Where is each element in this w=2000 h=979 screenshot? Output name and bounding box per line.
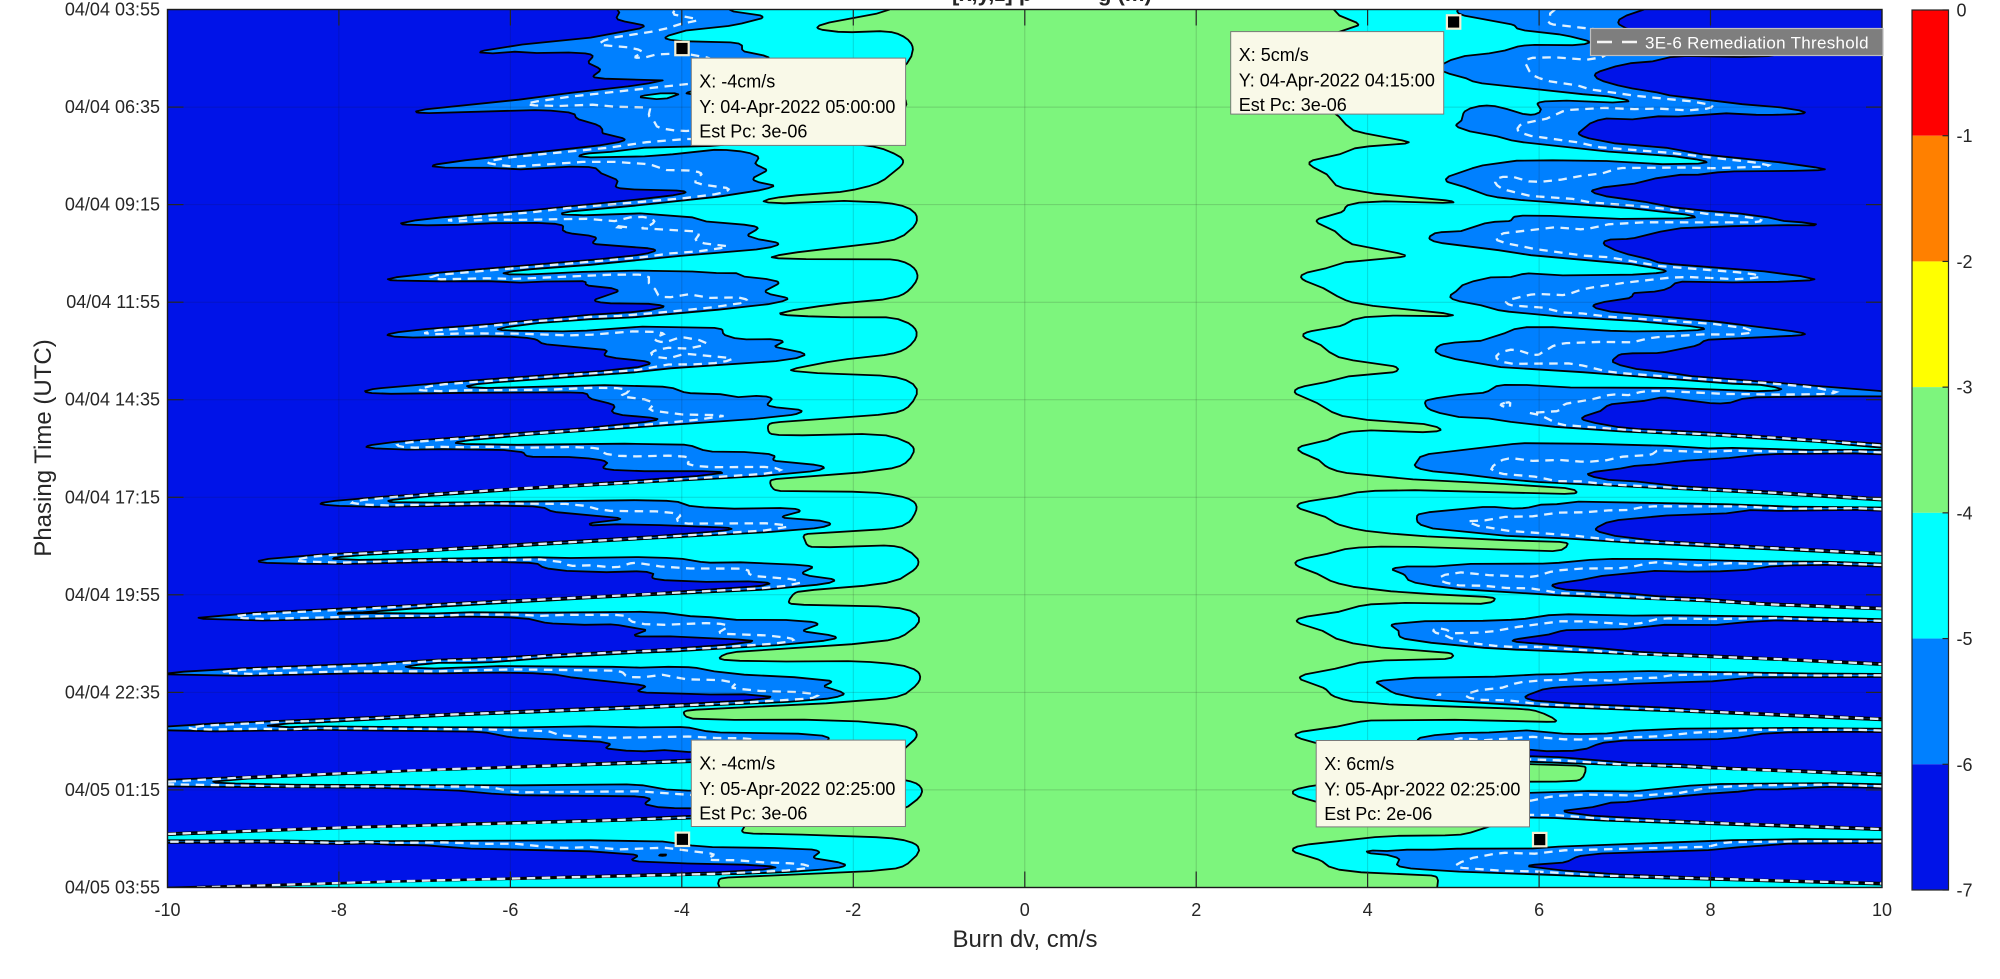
svg-text:2: 2 [1191,900,1201,920]
svg-text:-4: -4 [1957,503,1973,523]
svg-text:-6: -6 [1957,755,1973,775]
svg-text:Y: 05-Apr-2022 02:25:00: Y: 05-Apr-2022 02:25:00 [1324,780,1520,800]
svg-text:-6: -6 [502,900,518,920]
svg-text:Y: 04-Apr-2022 04:15:00: Y: 04-Apr-2022 04:15:00 [1239,71,1435,91]
svg-text:X: -4cm/s: X: -4cm/s [699,754,775,774]
svg-text:-10: -10 [154,900,180,920]
svg-text:4: 4 [1363,900,1373,920]
svg-text:-8: -8 [331,900,347,920]
svg-text:X: -4cm/s: X: -4cm/s [699,72,775,92]
svg-text:0: 0 [1957,1,1967,21]
svg-text:Est Pc: 2e-06: Est Pc: 2e-06 [1324,804,1432,824]
svg-text:Est Pc: 3e-06: Est Pc: 3e-06 [1239,95,1347,115]
svg-text:Phasing Time (UTC): Phasing Time (UTC) [30,339,57,556]
svg-text:04/04 22:35: 04/04 22:35 [65,682,160,702]
svg-text:g (m): g (m) [1098,0,1152,6]
svg-text:X: 6cm/s: X: 6cm/s [1324,754,1394,774]
svg-text:-2: -2 [845,900,861,920]
svg-text:-2: -2 [1957,252,1973,272]
svg-text:04/04 11:55: 04/04 11:55 [66,292,160,312]
svg-text:10: 10 [1872,900,1892,920]
svg-text:04/05 03:55: 04/05 03:55 [65,878,160,898]
svg-text:X: 5cm/s: X: 5cm/s [1239,45,1309,65]
svg-text:3E-6 Remediation Threshold: 3E-6 Remediation Threshold [1645,34,1869,53]
svg-text:Est Pc: 3e-06: Est Pc: 3e-06 [699,804,807,824]
svg-text:Est Pc: 3e-06: Est Pc: 3e-06 [699,122,807,142]
svg-text:Y: 04-Apr-2022 05:00:00: Y: 04-Apr-2022 05:00:00 [699,97,895,117]
svg-text:04/04 14:35: 04/04 14:35 [65,390,160,410]
svg-text:-3: -3 [1957,378,1973,398]
svg-text:04/05 01:15: 04/05 01:15 [65,780,160,800]
svg-text:-4: -4 [674,900,690,920]
svg-text:04/04 17:15: 04/04 17:15 [65,487,160,507]
svg-text:Y: 05-Apr-2022 02:25:00: Y: 05-Apr-2022 02:25:00 [699,779,895,799]
svg-text:Burn dv, cm/s: Burn dv, cm/s [953,926,1098,953]
svg-text:8: 8 [1705,900,1715,920]
svg-text:-5: -5 [1957,629,1973,649]
svg-text:-1: -1 [1957,126,1973,146]
svg-text:0: 0 [1020,900,1030,920]
svg-text:04/04 06:35: 04/04 06:35 [65,97,160,117]
svg-text:04/04 09:15: 04/04 09:15 [65,195,160,215]
svg-text:04/04 19:55: 04/04 19:55 [65,585,160,605]
svg-text:-7: -7 [1957,881,1973,901]
svg-text:6: 6 [1534,900,1544,920]
svg-text:04/04 03:55: 04/04 03:55 [65,0,160,20]
svg-text:[x,y,z] p: [x,y,z] p [952,0,1032,6]
